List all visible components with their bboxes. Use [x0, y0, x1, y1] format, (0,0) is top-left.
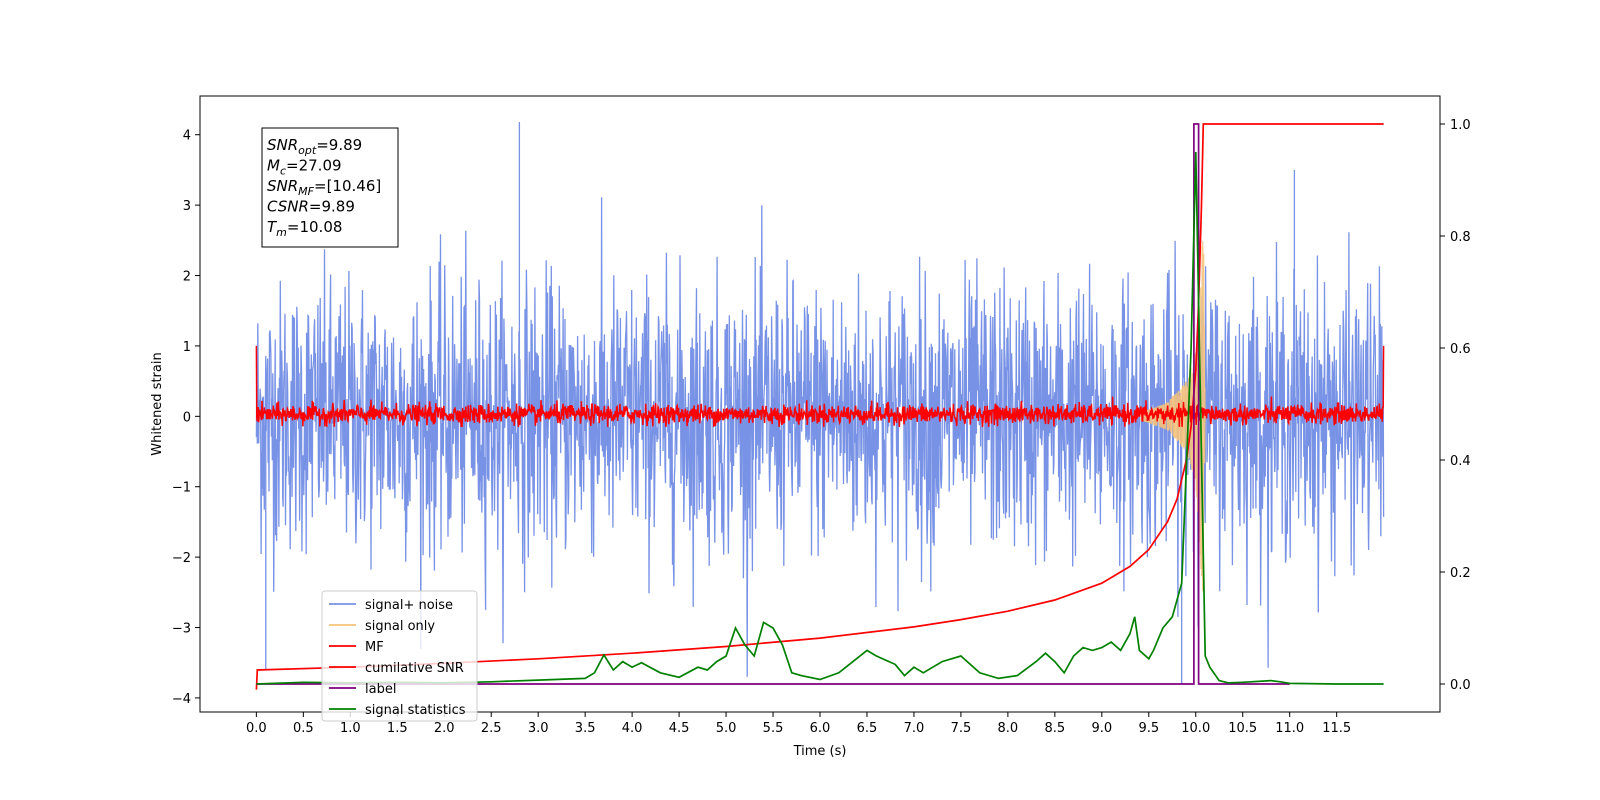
x-tick-label: 3.0 [528, 721, 549, 736]
y-axis-label: Whitened strain [150, 352, 165, 455]
y2-tick-label: 0.0 [1450, 678, 1471, 693]
x-tick-label: 11.5 [1322, 721, 1351, 736]
x-tick-label: 0.5 [293, 721, 314, 736]
x-tick-label: 7.5 [951, 721, 972, 736]
y-axis-right: 1.0 0.8 0.6 0.4 0.2 0.0 [1440, 118, 1471, 693]
y-tick-label: 1 [183, 340, 191, 355]
x-tick-label: 1.5 [387, 721, 408, 736]
x-tick-label: 3.5 [575, 721, 596, 736]
x-tick-label: 5.5 [763, 721, 784, 736]
x-tick-label: 2.5 [481, 721, 502, 736]
y-tick-label: −3 [172, 622, 191, 637]
x-tick-label: 4.5 [669, 721, 690, 736]
x-tick-label: 2.0 [434, 721, 455, 736]
legend-label: signal+ noise [365, 598, 453, 613]
legend-label: signal only [365, 619, 435, 634]
legend-item: signal statistics [329, 703, 466, 718]
x-tick-label: 0.0 [246, 721, 267, 736]
x-tick-label: 6.0 [810, 721, 831, 736]
legend-item: MF [329, 640, 384, 655]
legend-item: cumilative SNR [329, 661, 464, 676]
x-tick-label: 6.5 [857, 721, 878, 736]
y-tick-label: −2 [172, 551, 191, 566]
legend-label: MF [365, 640, 384, 655]
series-signal-statistics [256, 151, 1384, 685]
y-tick-label: −1 [172, 481, 191, 496]
x-tick-label: 5.0 [716, 721, 737, 736]
annotation-box: SNRopt=9.89Mc=27.09SNRMF=[10.46]CSNR=9.8… [261, 127, 399, 248]
y2-tick-label: 0.4 [1450, 454, 1471, 469]
series-cumilative-snr [255, 123, 1384, 690]
annotation-line: SNRMF=[10.46] [267, 177, 381, 198]
legend-item: label [329, 682, 396, 697]
series-label [256, 123, 1290, 685]
y2-tick-label: 0.8 [1450, 230, 1471, 245]
x-tick-label: 8.0 [998, 721, 1019, 736]
y2-tick-label: 1.0 [1450, 118, 1471, 133]
annotation-line: SNRopt=9.89 [267, 136, 362, 157]
y-tick-label: 2 [183, 270, 191, 285]
y-axis-left: 4 3 2 1 0 −1 −2 −3 −4 [172, 129, 200, 707]
x-tick-label: 11.0 [1275, 721, 1304, 736]
x-tick-label: 10.0 [1181, 721, 1210, 736]
y-tick-label: −4 [172, 692, 191, 707]
y-tick-label: 0 [183, 410, 191, 425]
series-layer [255, 122, 1385, 690]
legend-label: signal statistics [365, 703, 466, 718]
y-tick-label: 4 [183, 129, 191, 144]
x-tick-label: 8.5 [1045, 721, 1066, 736]
series-mf [255, 345, 1385, 427]
annotation-line: Tm=10.08 [267, 218, 342, 239]
x-tick-label: 10.5 [1228, 721, 1257, 736]
legend-label: cumilative SNR [365, 661, 464, 676]
x-tick-label: 7.0 [904, 721, 925, 736]
y-tick-label: 3 [183, 199, 191, 214]
x-tick-label: 1.0 [340, 721, 361, 736]
annotation-line: CSNR=9.89 [267, 198, 355, 216]
y2-tick-label: 0.2 [1450, 566, 1471, 581]
legend: signal+ noise signal only MF cumilative SNR… [321, 590, 478, 722]
annotation-line: Mc=27.09 [267, 157, 342, 178]
x-axis-label: Time (s) [793, 744, 847, 759]
x-tick-label: 4.0 [622, 721, 643, 736]
x-tick-label: 9.5 [1138, 721, 1159, 736]
legend-item: signal+ noise [329, 598, 453, 613]
legend-label: label [365, 682, 396, 697]
y2-tick-label: 0.6 [1450, 342, 1471, 357]
x-axis: 0.0 0.5 1.0 1.5 2.0 2.5 3.0 3.5 4.0 4.5 5.0 5.5 6.0 6… [246, 712, 1351, 736]
x-tick-label: 9.0 [1091, 721, 1112, 736]
legend-item: signal only [329, 619, 435, 634]
